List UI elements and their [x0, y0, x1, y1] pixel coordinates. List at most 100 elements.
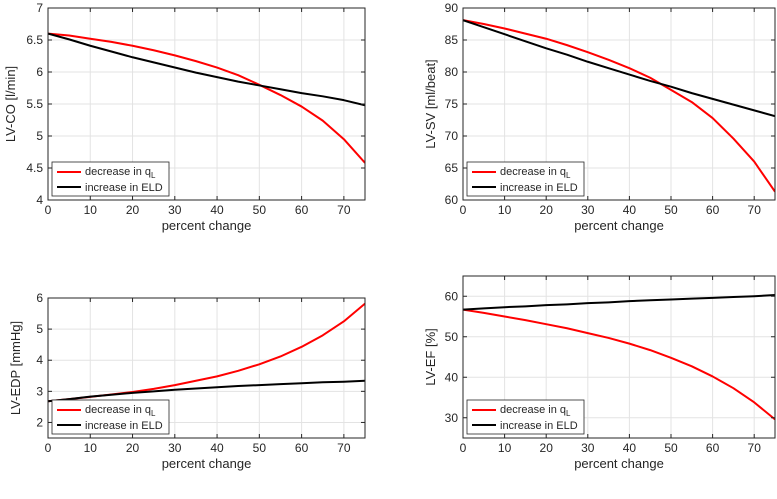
y-tick-label: 5: [36, 322, 43, 336]
y-tick-label: 80: [445, 65, 459, 79]
series-line-red: [463, 19, 775, 193]
legend-label-red-subscript: L: [566, 171, 571, 180]
x-tick-label: 0: [45, 441, 52, 455]
x-tick-label: 40: [210, 441, 224, 455]
x-tick-label: 20: [540, 441, 554, 455]
y-tick-label: 6: [36, 65, 43, 79]
x-tick-label: 30: [581, 203, 595, 217]
x-axis-label: percent change: [162, 218, 252, 233]
series-line-red: [463, 308, 775, 421]
y-axis-label: LV-SV [ml/beat]: [423, 59, 438, 148]
x-tick-label: 10: [498, 441, 512, 455]
legend-label-red-main: decrease in q: [85, 166, 151, 178]
x-tick-label: 10: [498, 203, 512, 217]
y-tick-label: 50: [445, 330, 459, 344]
legend-label-red: decrease in qL: [85, 166, 156, 180]
x-axis-label: percent change: [574, 456, 664, 471]
y-tick-label: 70: [445, 129, 459, 143]
y-tick-label: 5.5: [26, 97, 43, 111]
axes-frame: [462, 275, 776, 439]
legend-label-black: increase in ELD: [85, 420, 163, 432]
x-tick-label: 70: [748, 441, 762, 455]
x-tick-label: 20: [126, 203, 140, 217]
legend-label-red-main: decrease in q: [85, 404, 151, 416]
x-tick-label: 30: [581, 441, 595, 455]
x-tick-label: 20: [126, 441, 140, 455]
y-axis-label: LV-EF [%]: [423, 328, 438, 386]
y-tick-label: 60: [445, 193, 459, 207]
chart-panel-2: 0 10 20 30 40 50 60 70 60 65 70 75 80 85 90 percent cha…: [423, 1, 776, 233]
x-tick-label: 0: [460, 203, 467, 217]
legend-label-black: increase in ELD: [500, 182, 578, 194]
legend-label-red: decrease in qL: [500, 166, 571, 180]
x-axis-label: percent change: [574, 218, 664, 233]
y-tick-label: 85: [445, 33, 459, 47]
x-tick-label: 10: [84, 441, 98, 455]
y-tick-label: 4.5: [26, 161, 43, 175]
legend-label-red-main: decrease in q: [500, 166, 566, 178]
x-tick-label: 60: [295, 203, 309, 217]
y-tick-label: 40: [445, 370, 459, 384]
series-line-black: [463, 19, 775, 118]
x-tick-label: 10: [84, 203, 98, 217]
x-tick-label: 50: [253, 441, 267, 455]
legend-label-red-subscript: L: [151, 171, 156, 180]
legend-label-red: decrease in qL: [85, 404, 156, 418]
x-tick-label: 70: [337, 441, 351, 455]
x-tick-label: 50: [253, 203, 267, 217]
y-tick-label: 65: [445, 161, 459, 175]
y-tick-label: 3: [36, 384, 43, 398]
chart-panel-3: 0 10 20 30 40 50 60 70 2 3 4 5 6 percent change LV-EDP…: [8, 291, 366, 471]
legend-label-red-subscript: L: [151, 409, 156, 418]
legend-label-red-subscript: L: [566, 409, 571, 418]
x-tick-label: 50: [664, 203, 678, 217]
chart-panel-1: 0 10 20 30 40 50 60 70 4 4.5 5 5.5 6 6.5 7 percent chan…: [3, 1, 366, 233]
x-tick-label: 20: [540, 203, 554, 217]
y-tick-label: 6: [36, 291, 43, 305]
y-axis-label: LV-EDP [mmHg]: [8, 321, 23, 415]
legend-label-black: increase in ELD: [500, 420, 578, 432]
y-tick-label: 60: [445, 289, 459, 303]
x-tick-label: 30: [168, 203, 182, 217]
legend-label-red-main: decrease in q: [500, 404, 566, 416]
x-tick-label: 50: [664, 441, 678, 455]
x-tick-label: 40: [623, 441, 637, 455]
y-tick-label: 6.5: [26, 33, 43, 47]
x-tick-label: 60: [706, 203, 720, 217]
x-axis-label: percent change: [162, 456, 252, 471]
legend-label-black: increase in ELD: [85, 182, 163, 194]
legend-box: [51, 161, 170, 197]
y-tick-label: 7: [36, 1, 43, 15]
y-tick-label: 4: [36, 353, 43, 367]
y-tick-label: 2: [36, 415, 43, 429]
series-line-black: [48, 379, 365, 403]
x-tick-label: 0: [45, 203, 52, 217]
y-tick-label: 4: [36, 193, 43, 207]
x-tick-label: 40: [210, 203, 224, 217]
y-tick-label: 30: [445, 411, 459, 425]
y-tick-label: 90: [445, 1, 459, 15]
x-tick-label: 70: [337, 203, 351, 217]
legend-box: [466, 161, 585, 197]
axes-frame: [47, 297, 366, 439]
y-tick-label: 75: [445, 97, 459, 111]
chart-panel-4: 0 10 20 30 40 50 60 70 30 40 50 60 percent change LV-…: [423, 275, 776, 471]
x-tick-label: 60: [706, 441, 720, 455]
x-tick-label: 30: [168, 441, 182, 455]
x-tick-label: 0: [460, 441, 467, 455]
x-tick-label: 70: [748, 203, 762, 217]
y-tick-label: 5: [36, 129, 43, 143]
legend-box: [51, 399, 170, 435]
y-axis-label: LV-CO [l/min]: [3, 66, 18, 142]
series-line-black: [463, 294, 775, 311]
legend-box: [466, 399, 585, 435]
series-line-red: [48, 32, 365, 164]
legend-label-red: decrease in qL: [500, 404, 571, 418]
series-line-black: [48, 32, 365, 107]
x-tick-label: 60: [295, 441, 309, 455]
